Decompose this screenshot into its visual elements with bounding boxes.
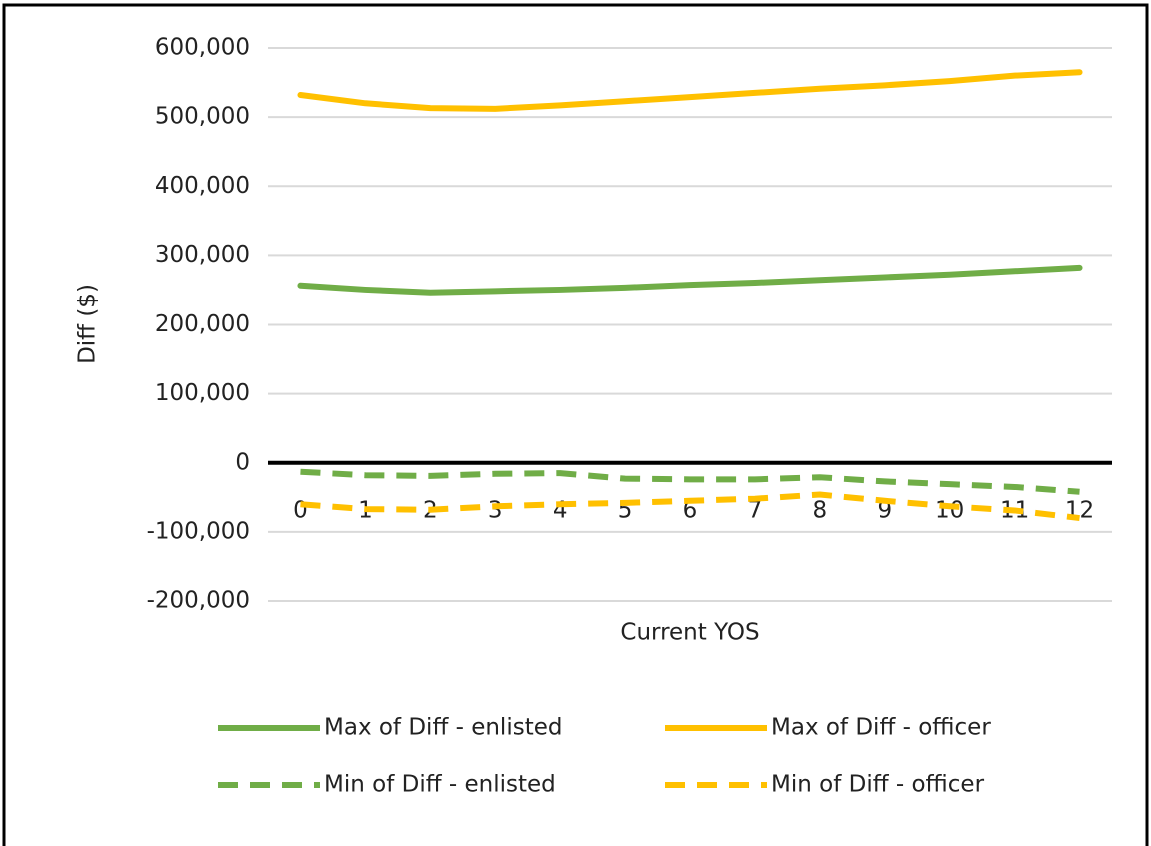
x-tick-label: 8 [813, 497, 828, 523]
y-axis-title: Diff ($) [75, 284, 101, 364]
x-tick-label: 7 [748, 497, 763, 523]
y-tick-label: 600,000 [155, 35, 250, 61]
legend-label: Min of Diff - enlisted [324, 772, 556, 798]
legend-label: Max of Diff - enlisted [324, 715, 562, 741]
x-tick-label: 3 [488, 497, 503, 523]
series-line [300, 468, 1080, 495]
legend-label: Max of Diff - officer [771, 715, 991, 741]
y-tick-label: 400,000 [155, 173, 250, 199]
x-tick-label: 0 [293, 497, 308, 523]
series-line [297, 264, 1083, 296]
series-line [300, 491, 1080, 522]
chart-frame [2, 3, 1149, 846]
x-axis-title: Current YOS [620, 620, 759, 646]
y-tick-label: 200,000 [155, 311, 250, 337]
series-line [297, 69, 1083, 112]
y-tick-label: 0 [235, 449, 250, 475]
y-tick-label: 100,000 [155, 380, 250, 406]
x-tick-label: 10 [935, 497, 964, 523]
legend-label: Min of Diff - officer [771, 772, 985, 798]
y-tick-label: 500,000 [155, 104, 250, 130]
y-tick-label: -200,000 [147, 588, 250, 614]
y-tick-label: -100,000 [147, 518, 250, 544]
y-tick-label: 300,000 [155, 242, 250, 268]
